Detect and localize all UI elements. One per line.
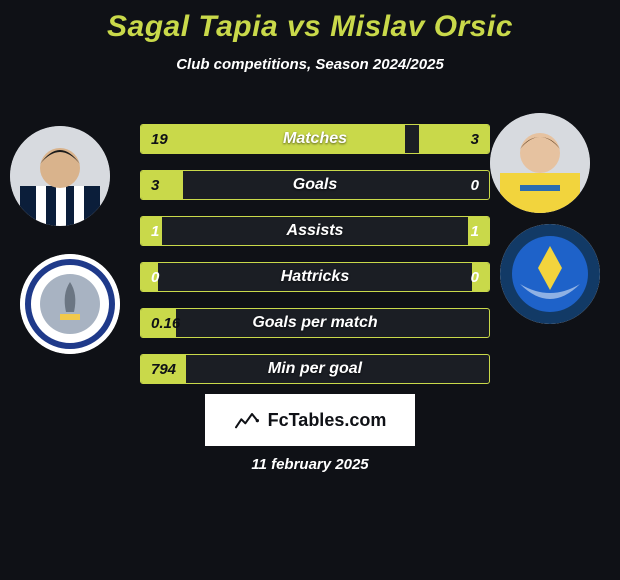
player2-club-badge xyxy=(500,224,600,324)
player2-avatar xyxy=(490,113,590,213)
stat-value-right: 0 xyxy=(471,171,479,199)
stat-row: Assists1 1 xyxy=(140,216,490,246)
player1-avatar xyxy=(10,126,110,226)
stat-label: Matches xyxy=(141,125,489,153)
stat-value-right: 0 xyxy=(471,263,479,291)
fctables-logo: FcTables.com xyxy=(205,394,415,446)
player1-club-badge xyxy=(20,254,120,354)
stat-value-left: 1 xyxy=(151,217,159,245)
stat-label: Goals per match xyxy=(141,309,489,337)
stats-container: Matches193Goals30Assists11Hattricks00Goa… xyxy=(140,124,490,400)
player2-club-svg xyxy=(500,224,600,324)
stat-value-left: 794 xyxy=(151,355,176,383)
stat-row: Min per goal794 xyxy=(140,354,490,384)
stat-value-right: 1 xyxy=(471,217,479,245)
stat-value-left: 19 xyxy=(151,125,168,153)
stat-value-left: 3 xyxy=(151,171,159,199)
player1-face xyxy=(40,148,80,188)
player1-avatar-svg xyxy=(10,126,110,226)
date-text: 11 february 2025 xyxy=(0,456,620,473)
stat-label: Assists xyxy=(141,217,489,245)
subtitle: Club competitions, Season 2024/2025 xyxy=(0,56,620,73)
stat-row: Goals3 0 xyxy=(140,170,490,200)
player2-face xyxy=(520,133,560,173)
stat-label: Min per goal xyxy=(141,355,489,383)
stat-label: Hattricks xyxy=(141,263,489,291)
stat-row: Goals per match0.16 xyxy=(140,308,490,338)
fctables-logo-text: FcTables.com xyxy=(268,410,387,431)
stat-row: Matches19 3 xyxy=(140,124,490,154)
stat-label: Goals xyxy=(141,171,489,199)
stat-value-right: 3 xyxy=(471,125,479,153)
player1-club-svg xyxy=(20,254,120,354)
page-title: Sagal Tapia vs Mislav Orsic xyxy=(0,0,620,44)
stat-value-left: 0.16 xyxy=(151,309,180,337)
player2-avatar-svg xyxy=(490,113,590,213)
fctables-icon xyxy=(234,410,262,430)
stat-value-left: 0 xyxy=(151,263,159,291)
stat-row: Hattricks0 0 xyxy=(140,262,490,292)
